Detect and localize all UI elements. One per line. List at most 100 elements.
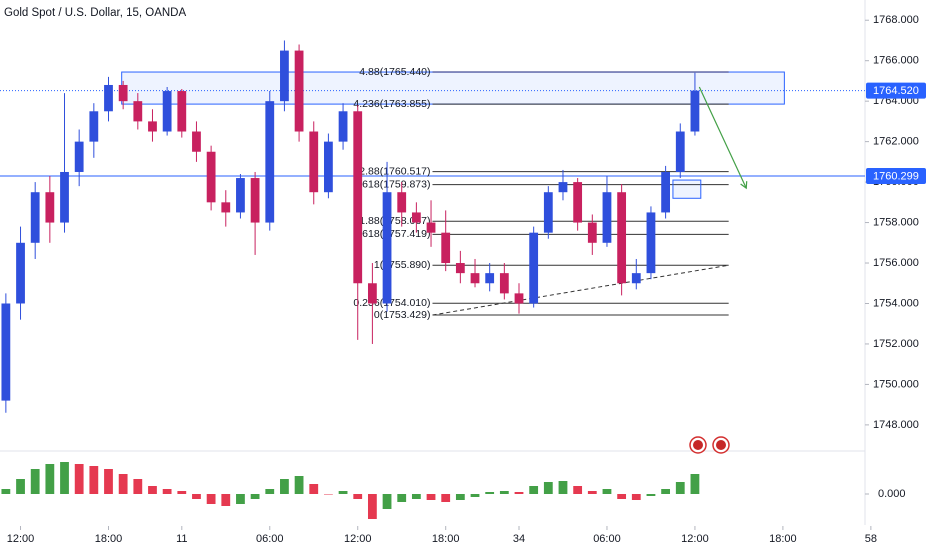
candle-body: [324, 141, 333, 193]
histogram-bar: [221, 494, 231, 506]
histogram-bar: [45, 464, 55, 494]
histogram-bar: [16, 479, 25, 494]
x-tick-label: 06:00: [593, 533, 621, 545]
y-tick-label: 0.000: [878, 488, 906, 500]
histogram-bar: [162, 489, 172, 494]
histogram-bar: [324, 494, 333, 495]
arrow: [698, 86, 747, 189]
candle-body: [280, 50, 289, 102]
histogram-bar: [118, 474, 128, 494]
fib-label: 0(1753.429): [374, 309, 431, 321]
x-tick-label: 12:00: [344, 533, 372, 545]
y-tick-label: 1748.000: [873, 419, 919, 431]
candle-body: [192, 131, 201, 152]
candle-body: [499, 273, 509, 294]
fib-label: 2.618(1759.873): [353, 178, 430, 190]
histogram-bar: [353, 494, 363, 499]
histogram-bar: [602, 489, 612, 494]
histogram-bar: [30, 469, 40, 494]
histogram-bar: [104, 469, 113, 494]
candle-body: [514, 293, 524, 304]
candle-body: [646, 212, 656, 274]
candle-body: [631, 273, 641, 284]
y-tick-label: 1762.000: [873, 136, 919, 148]
histogram-bar: [426, 494, 436, 500]
histogram-bar: [60, 462, 69, 494]
histogram-bar: [265, 489, 275, 494]
candle-body: [162, 91, 172, 132]
histogram-bar: [690, 474, 700, 494]
candle-body: [118, 84, 128, 102]
x-tick-label: 34: [513, 533, 525, 545]
candle-body: [148, 121, 157, 132]
x-tick-label: 18:00: [432, 533, 460, 545]
histogram-bar: [177, 491, 187, 494]
candle-body: [602, 192, 612, 243]
histogram-bar: [485, 492, 495, 494]
histogram-bar: [74, 464, 84, 494]
histogram-bar: [587, 491, 597, 494]
histogram-bar: [148, 486, 157, 494]
candle-body: [60, 171, 69, 223]
histogram-bar: [514, 492, 524, 494]
fib-label: 2.88(1760.517): [359, 165, 430, 177]
candle-body: [45, 192, 55, 223]
x-tick-label: 58: [865, 533, 877, 545]
candle-body: [543, 192, 553, 233]
y-tick-label: 1768.000: [873, 14, 919, 26]
candle-body: [74, 141, 84, 172]
y-tick-label: 1758.000: [873, 216, 919, 228]
arrow-head: [740, 181, 748, 190]
price-label: 1764.520: [873, 85, 919, 97]
candle-body: [133, 101, 143, 122]
histogram-bar: [455, 494, 465, 500]
candle-body: [441, 232, 451, 264]
histogram-bar: [543, 482, 553, 494]
histogram-bar: [558, 481, 568, 494]
histogram-bar: [499, 491, 509, 494]
y-tick-label: 1750.000: [873, 378, 919, 390]
histogram-bar: [529, 486, 539, 494]
histogram-bar: [338, 491, 348, 494]
histogram-bar: [675, 482, 685, 494]
candle-body: [338, 111, 348, 142]
candle-body: [104, 84, 113, 112]
x-tick-label: 18:00: [769, 533, 797, 545]
candle-body: [675, 131, 685, 172]
box: [672, 179, 702, 199]
histogram-bar: [470, 494, 480, 497]
histogram-bar: [89, 466, 99, 494]
candle-body: [558, 182, 568, 193]
candle-body: [382, 192, 392, 304]
histogram-bar: [411, 494, 421, 499]
candle-body: [617, 192, 627, 284]
histogram-bar: [133, 479, 143, 494]
histogram-bar: [617, 494, 627, 499]
trend-line: [432, 264, 729, 316]
candle-body: [177, 91, 187, 132]
candle-body: [250, 178, 260, 223]
candle-body: [587, 222, 597, 243]
y-tick-label: 1752.000: [873, 338, 919, 350]
histogram-bar: [646, 494, 656, 496]
candle-body: [485, 273, 495, 284]
histogram-bar: [573, 486, 583, 494]
histogram-bar: [206, 494, 216, 504]
candle-body: [206, 151, 216, 203]
flag-icon: [693, 440, 703, 450]
candle-body: [265, 101, 275, 223]
candle-body: [1, 303, 11, 401]
histogram-bar: [367, 494, 377, 519]
histogram-bar: [280, 479, 289, 494]
histogram-bar: [397, 494, 407, 502]
histogram-bar: [250, 494, 260, 499]
x-tick-label: 18:00: [95, 533, 123, 545]
x-tick-label: 12:00: [681, 533, 709, 545]
event-flags[interactable]: [689, 436, 730, 454]
candle-body: [236, 178, 245, 213]
chart-title: Gold Spot / U.S. Dollar, 15, OANDA: [4, 7, 186, 19]
histogram-bar: [631, 494, 641, 500]
candle-body: [89, 111, 99, 142]
histogram-bar: [1, 489, 11, 494]
